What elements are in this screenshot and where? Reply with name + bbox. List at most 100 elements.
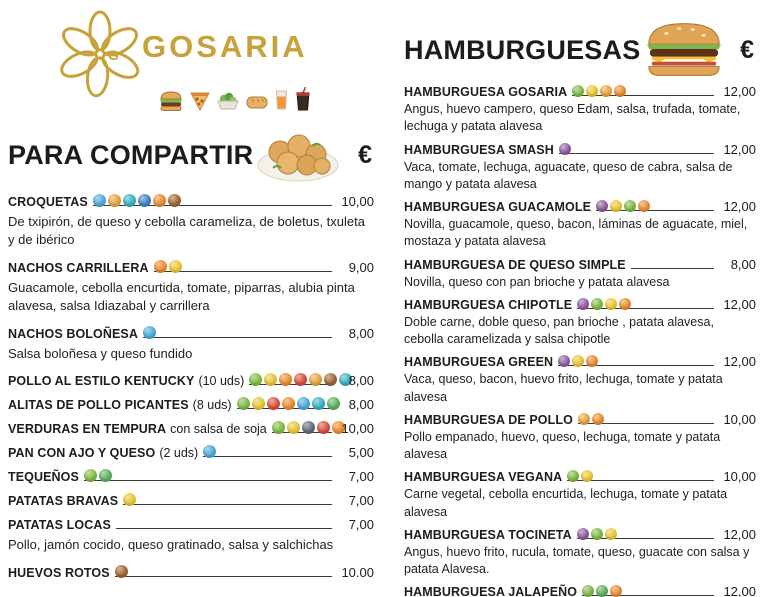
burgers-section-title: HAMBURGUESAS [404,34,641,65]
item-description: Guacamole, cebolla encurtida, tomate, pi… [8,279,355,314]
item-price: 10,00 [341,194,374,209]
allergen-icon-mustard [604,527,617,540]
allergen-icon-gluten [619,297,632,310]
menu-item: HAMBURGUESA JALAPEÑO 12,00 [404,584,756,597]
menu-item: HAMBURGUESA DE POLLO 10,00 Pollo empanado,… [404,412,756,464]
menu-item: NACHOS BOLOÑESA 8,00 Salsa boloñesa y ques… [8,325,374,363]
leader-line [271,421,345,435]
item-price: 12,00 [723,296,756,312]
menu-item: CROQUETAS 10,00 De txipirón, de queso y ce… [8,194,374,250]
allergen-list [203,445,217,459]
allergen-list [577,297,632,310]
item-name: TEQUEÑOS [8,470,79,485]
item-description: Carne vegetal, cebolla encurtida, lechug… [404,487,728,519]
allergen-icon-soy [236,397,250,411]
menu-item-row: HAMBURGUESA CHIPOTLE 12,00 [404,297,756,312]
menu-item-row: HAMBURGUESA TOCINETA 12,00 [404,527,756,542]
allergen-icon-milk [596,200,609,212]
menu-item-row: HAMBURGUESA DE QUESO SIMPLE 8,00 [404,257,756,272]
item-name: NACHOS CARRILLERA [8,260,149,275]
item-description: De txipirón, de queso y cebolla carameli… [8,214,365,248]
share-section-header: PARA COMPARTIR € [8,126,374,184]
soda-icon [296,86,310,111]
allergen-icon-soy [591,297,604,310]
allergen-icon-egg [153,259,167,273]
allergen-icon-soy [83,469,97,483]
allergen-icon-milk [203,445,217,459]
allergen-icon-nuts [167,194,181,207]
menu-item: HAMBURGUESA DE QUESO SIMPLE 8,00 Novilla, … [404,257,756,291]
item-suffix: (10 uds) [198,374,245,389]
allergen-icon-gluten [591,412,604,425]
allergen-icon-egg [281,397,295,411]
item-price: 5,00 [348,445,374,461]
menu-item-row: ALITAS DE POLLO PICANTES (8 uds) 8,00 [8,397,374,412]
item-name: HAMBURGUESA DE POLLO [404,412,573,427]
allergen-list [567,470,594,483]
item-name: HAMBURGUESA JALAPEÑO [404,585,578,597]
item-price: 8,00 [730,256,756,272]
allergen-icon-gluten [614,85,627,97]
item-name: HAMBURGUESA CHIPOTLE [404,297,573,312]
leader-line [558,142,714,155]
menu-item-row: HAMBURGUESA GOSARIA 12,00 [404,84,756,99]
allergen-icon-celery [326,397,340,411]
item-price: 8,00 [348,397,374,413]
allergen-icon-soy [271,421,285,435]
item-description: Angus, huevo frito, rucula, tomate, ques… [404,544,750,576]
item-description: Vaca, tomate, lechuga, aguacate, queso d… [404,159,733,191]
leader-line [115,528,332,530]
item-name: HAMBURGUESA GREEN [404,355,554,370]
item-name: VERDURAS EN TEMPURA [8,422,167,437]
item-description: Vaca, queso, bacon, huevo frito, lechuga… [404,372,723,404]
item-description: Novilla, queso con pan brioche y patata … [404,274,670,289]
menu-item-row: HAMBURGUESA GREEN 12,00 [404,354,756,369]
item-price: 8,00 [348,325,374,341]
burgers-column: HAMBURGUESAS € HAMBURGUESA GOSARIA 12,00 A… [374,8,756,597]
burgers-currency-symbol: € [740,35,754,64]
allergen-list [271,421,345,435]
allergen-icon-soy [624,200,637,212]
allergen-icon-molluscs [122,194,136,207]
menu-item: TEQUEÑOS 7,00 [8,469,374,484]
allergen-icon-gluten [638,200,651,212]
allergen-icon-milk [558,355,571,368]
allergen-icon-sesame [294,373,308,387]
item-name: HAMBURGUESA GOSARIA [404,85,568,99]
allergen-icon-sulphites [301,421,315,435]
juice-icon [275,90,288,110]
item-description: Angus, huevo campero, queso Edam, salsa,… [404,102,741,134]
allergen-icon-mustard [251,397,265,411]
menu-item-row: PATATAS LOCAS 7,00 [8,517,374,532]
menu-item-row: VERDURAS EN TEMPURA con salsa de soja 10,0… [8,421,374,436]
allergen-icon-celery [98,469,112,483]
menu-item: HAMBURGUESA GREEN 12,00 Vaca, queso, bacon… [404,354,756,406]
share-menu-list: CROQUETAS 10,00 De txipirón, de queso y ce… [8,194,374,580]
item-name: HAMBURGUESA DE QUESO SIMPLE [404,257,626,272]
share-currency-symbol: € [358,140,372,169]
brand-name: GOSARIA [142,29,308,64]
allergen-list [596,200,651,212]
share-column: G GOSARIA [8,8,374,597]
item-name: CROQUETAS [8,195,88,209]
leader-line [203,445,332,459]
menu-item-row: NACHOS CARRILLERA 9,00 [8,259,374,275]
allergen-icon-soy [572,85,585,97]
allergen-icon-mustard [610,200,623,212]
allergen-list [236,397,340,411]
leader-line [630,267,714,269]
item-price: 10,00 [341,421,374,437]
menu-item: HAMBURGUESA GUACAMOLE 12,00 Novilla, guaca… [404,199,756,251]
allergen-list [249,373,353,387]
menu-item: NACHOS CARRILLERA 9,00 Guacamole, cebolla … [8,259,374,316]
allergen-list [153,259,182,273]
allergen-icon-milk [577,297,590,310]
bread-icon [246,96,268,109]
item-price: 9,00 [348,259,374,275]
leader-line [596,200,714,212]
leader-line [123,493,332,507]
menu-item-row: HAMBURGUESA DE POLLO 10,00 [404,412,756,427]
item-name: HAMBURGUESA SMASH [404,142,554,157]
menu-item-row: NACHOS BOLOÑESA 8,00 [8,325,374,341]
burger-icon [160,91,182,111]
